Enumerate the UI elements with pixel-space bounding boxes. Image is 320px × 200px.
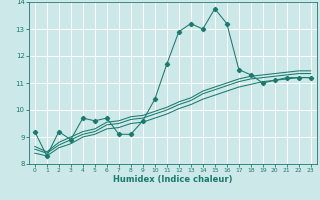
X-axis label: Humidex (Indice chaleur): Humidex (Indice chaleur): [113, 175, 233, 184]
